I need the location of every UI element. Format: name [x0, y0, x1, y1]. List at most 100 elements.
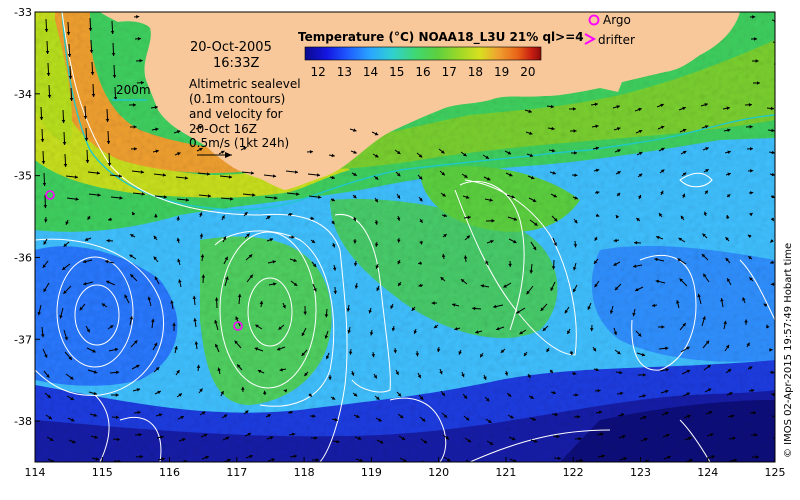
- velocity-arrow: [87, 171, 100, 175]
- velocity-arrow: [224, 276, 229, 287]
- velocity-arrow: [368, 307, 372, 314]
- velocity-arrow: [288, 432, 296, 437]
- colorbar-tick-label: 18: [468, 65, 483, 79]
- velocity-arrow: [42, 348, 48, 358]
- velocity-arrow: [701, 253, 709, 261]
- velocity-arrow: [331, 220, 335, 225]
- velocity-arrow: [706, 433, 714, 437]
- velocity-arrow: [612, 105, 620, 109]
- velocity-arrow: [618, 435, 626, 439]
- velocity-arrow: [64, 351, 73, 361]
- velocity-arrow: [633, 264, 643, 268]
- velocity-arrow: [705, 410, 713, 415]
- velocity-arrow: [41, 150, 46, 165]
- velocity-arrow: [596, 432, 604, 436]
- velocity-arrow: [178, 438, 186, 442]
- velocity-arrow: [413, 328, 418, 334]
- velocity-arrow: [636, 217, 641, 222]
- velocity-arrow: [726, 193, 731, 198]
- velocity-arrow: [551, 412, 558, 417]
- velocity-arrow: [352, 392, 358, 397]
- velocity-arrow: [748, 388, 755, 393]
- velocity-arrow: [129, 316, 134, 326]
- velocity-arrow: [594, 236, 598, 242]
- velocity-arrow: [529, 417, 537, 421]
- velocity-arrow: [728, 436, 736, 441]
- velocity-arrow: [152, 149, 159, 154]
- velocity-arrow: [155, 413, 163, 417]
- velocity-arrow: [175, 369, 180, 376]
- colorbar-tick-label: 19: [494, 65, 509, 79]
- velocity-arrow: [395, 369, 399, 376]
- velocity-arrow: [569, 129, 577, 133]
- velocity-arrow: [263, 174, 277, 178]
- velocity-arrow: [83, 105, 88, 120]
- velocity-arrow: [508, 436, 516, 441]
- velocity-arrow: [130, 147, 138, 151]
- velocity-arrow: [506, 194, 516, 199]
- velocity-arrow: [176, 198, 190, 202]
- velocity-arrow: [593, 168, 600, 173]
- velocity-arrow: [63, 153, 68, 168]
- velocity-arrow: [396, 391, 402, 397]
- velocity-arrow: [220, 390, 224, 397]
- velocity-arrow: [198, 388, 203, 394]
- velocity-arrow: [259, 300, 264, 308]
- velocity-arrow: [720, 298, 724, 308]
- velocity-arrow: [301, 327, 307, 337]
- velocity-arrow: [729, 458, 738, 462]
- x-tick-label: 120: [428, 466, 449, 479]
- velocity-arrow: [276, 346, 286, 351]
- velocity-arrow: [751, 59, 759, 63]
- velocity-arrow: [704, 388, 712, 393]
- velocity-arrow: [112, 437, 120, 442]
- velocity-arrow: [135, 58, 143, 63]
- velocity-arrow: [746, 342, 750, 348]
- velocity-arrow: [196, 147, 203, 152]
- velocity-arrow: [569, 350, 574, 356]
- velocity-arrow: [479, 352, 484, 358]
- velocity-arrow: [486, 440, 494, 446]
- velocity-arrow: [439, 170, 446, 176]
- velocity-arrow: [590, 102, 599, 107]
- velocity-arrow: [493, 304, 504, 309]
- velocity-arrow: [174, 152, 181, 156]
- velocity-arrow: [615, 370, 623, 375]
- velocity-arrow: [331, 417, 338, 422]
- velocity-arrow: [464, 235, 471, 241]
- velocity-arrow: [200, 254, 205, 262]
- velocity-arrow: [132, 388, 141, 392]
- velocity-arrow: [613, 127, 621, 131]
- velocity-arrow: [87, 215, 91, 220]
- velocity-arrow: [311, 458, 319, 462]
- velocity-arrow: [374, 241, 379, 247]
- velocity-arrow: [108, 347, 119, 352]
- velocity-arrow: [769, 172, 775, 177]
- velocity-arrow: [374, 197, 379, 203]
- argo-float-marker: [233, 321, 243, 331]
- velocity-arrow: [66, 21, 71, 36]
- velocity-arrow: [243, 410, 249, 415]
- velocity-arrow: [174, 346, 178, 354]
- velocity-arrow: [571, 173, 578, 177]
- velocity-arrow: [418, 283, 424, 288]
- velocity-arrow: [766, 324, 770, 329]
- velocity-arrow: [330, 396, 336, 400]
- velocity-arrow: [222, 436, 230, 441]
- velocity-arrow: [309, 414, 316, 418]
- velocity-arrow: [772, 437, 775, 439]
- velocity-arrow: [328, 374, 332, 380]
- time-label: 16:33Z: [213, 56, 259, 71]
- velocity-arrow: [200, 433, 208, 438]
- velocity-arrow: [595, 410, 603, 415]
- velocity-arrow: [221, 215, 225, 221]
- velocity-arrow: [40, 128, 45, 143]
- velocity-arrow: [63, 329, 68, 341]
- velocity-arrow: [136, 80, 144, 85]
- velocity-arrow: [301, 349, 308, 357]
- velocity-arrow: [529, 263, 534, 274]
- velocity-arrow: [680, 215, 685, 221]
- velocity-arrow: [69, 87, 74, 102]
- x-axis: 114 115 116 117 118 119 120 121 122 123 124 125: [25, 457, 786, 479]
- sst-field: [35, 12, 775, 462]
